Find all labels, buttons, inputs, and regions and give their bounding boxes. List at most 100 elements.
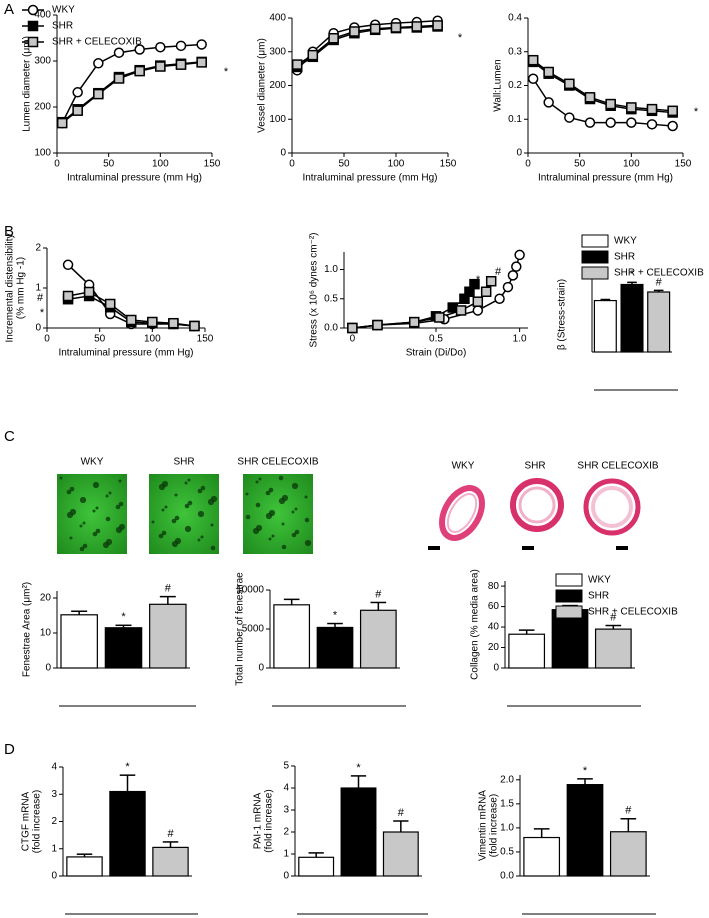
x-tick-label: 0 — [44, 334, 50, 345]
y-tick-label: 4 — [283, 783, 289, 794]
fenestra — [118, 501, 124, 507]
legend-label: WKY — [614, 236, 637, 247]
bar — [594, 628, 632, 669]
x-tick-label: 100 — [623, 159, 640, 170]
marker — [369, 23, 381, 35]
image-label: WKY — [452, 461, 475, 472]
fenestra — [161, 530, 167, 536]
fenestra — [304, 517, 310, 523]
x-tick-label: 150 — [440, 159, 457, 170]
scale-bar — [616, 546, 628, 550]
y-tick-label: 100 — [269, 114, 286, 125]
y-tick-label: 3 — [283, 805, 289, 816]
y-axis-label: Fenestrae Area (μm²) — [22, 582, 33, 677]
fenestra — [59, 476, 63, 480]
y-tick-label: 0.1 — [508, 114, 522, 125]
x-axis-label: Intraluminal pressure (mm Hg) — [67, 173, 202, 184]
fenestra — [278, 475, 284, 481]
micrograph — [243, 474, 313, 554]
marker — [626, 117, 637, 128]
fenestra — [108, 491, 112, 495]
x-tick-label: 150 — [675, 159, 692, 170]
annotation: * — [458, 32, 463, 44]
marker — [543, 66, 554, 78]
y-axis-label: Vimentin mRNA — [478, 790, 489, 861]
fenestra — [171, 540, 179, 548]
vessel-section — [518, 486, 556, 524]
series-line — [61, 61, 202, 124]
fenestra — [164, 505, 168, 509]
fenestra — [115, 526, 123, 534]
fenestra — [105, 494, 109, 498]
fenestra — [207, 498, 215, 506]
marker — [175, 59, 187, 70]
fenestra — [79, 524, 83, 528]
fenestra — [92, 509, 96, 513]
annotation: * — [694, 106, 699, 118]
annotation: # — [375, 588, 382, 600]
fenestra — [95, 528, 101, 534]
marker — [27, 4, 39, 16]
marker — [514, 249, 525, 261]
y-tick-label: 1.0 — [324, 264, 338, 275]
marker — [328, 33, 339, 44]
bar — [508, 633, 546, 669]
fenestra — [197, 488, 203, 494]
fenestra — [304, 539, 312, 547]
y-tick-label: 1 — [283, 849, 289, 860]
marker — [27, 20, 39, 32]
marker — [564, 112, 575, 123]
y-tick-label: 20 — [40, 593, 52, 604]
y-axis-label: Stress (x 10⁶ dynes cm⁻²) — [309, 233, 320, 348]
fenestra — [79, 496, 87, 504]
y-axis-label: (% mm Hg -1) — [16, 257, 27, 319]
x-tick-label: 100 — [388, 159, 405, 170]
vessel-section — [439, 485, 485, 541]
scale-bar — [428, 546, 440, 550]
fenestra — [79, 546, 85, 552]
fenestra — [92, 481, 100, 489]
fenestra — [161, 508, 165, 512]
fenestra — [294, 529, 300, 535]
annotation: # — [398, 807, 405, 819]
fenestra — [197, 538, 201, 542]
marker — [196, 57, 207, 68]
y-axis-label: CTGF mRNA — [21, 791, 32, 851]
marker — [83, 286, 95, 298]
fenestra — [82, 521, 86, 525]
marker — [196, 39, 207, 50]
x-tick-label: 150 — [204, 159, 221, 170]
annotation: * — [40, 307, 45, 319]
marker — [349, 26, 360, 37]
y-tick-label: 60 — [488, 601, 500, 612]
fenestra — [245, 492, 249, 496]
fenestra — [151, 520, 155, 524]
y-tick-label: 2 — [35, 243, 41, 254]
fenestra — [69, 536, 73, 540]
bar — [647, 291, 671, 353]
x-axis-label: Intraluminal pressure (mm Hg) — [58, 348, 193, 359]
y-tick-label: 2 — [283, 827, 289, 838]
marker — [62, 259, 74, 271]
legend-label: SHR — [588, 591, 609, 602]
x-tick-label: 0 — [289, 159, 295, 170]
marker — [189, 320, 200, 332]
fenestra — [200, 535, 204, 539]
y-tick-label: 200 — [269, 80, 286, 91]
fenestra — [174, 515, 180, 521]
marker — [155, 41, 166, 53]
y-tick-label: 10000 — [236, 585, 264, 596]
y-axis-label: (fold increase) — [489, 794, 500, 857]
y-axis-label: PAI-1 mRNA — [253, 792, 264, 849]
y-tick-label: 3 — [51, 789, 57, 800]
fenestra — [278, 497, 286, 505]
x-tick-label: 50 — [574, 159, 586, 170]
marker — [56, 117, 68, 129]
fenestra — [281, 522, 285, 526]
fenestra — [158, 533, 164, 539]
marker — [62, 290, 74, 302]
annotation: * — [333, 609, 338, 621]
marker — [543, 97, 554, 108]
annotation: * — [224, 66, 229, 78]
fenestra — [255, 480, 259, 484]
